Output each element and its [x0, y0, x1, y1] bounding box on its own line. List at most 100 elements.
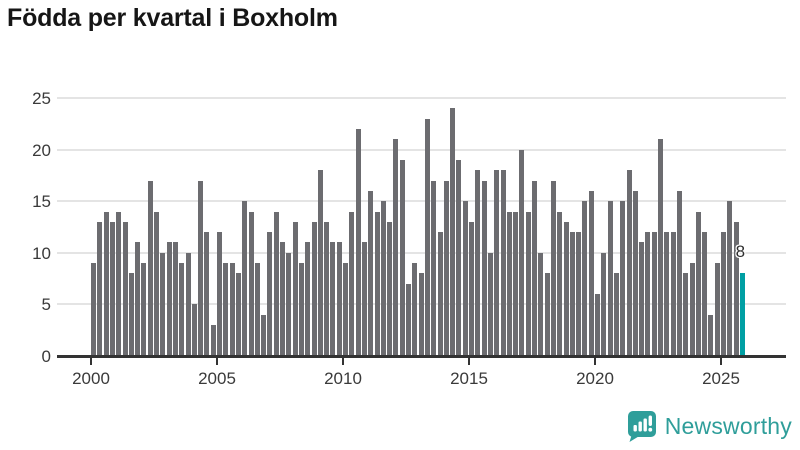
- bar: [97, 221, 103, 356]
- plot-area: 0 5 10 15 20 25 2000 2005 2010 2015 2020 2025 8: [32, 89, 786, 388]
- bar: [122, 221, 128, 356]
- bar: [462, 201, 468, 356]
- gridline: [57, 97, 786, 99]
- bar: [305, 242, 311, 356]
- bar: [361, 242, 367, 356]
- x-axis-tick: [594, 358, 596, 365]
- bar: [475, 170, 481, 356]
- bar: [399, 159, 405, 356]
- bar: [714, 263, 720, 356]
- bar: [481, 180, 487, 356]
- data-label: 8: [735, 242, 746, 262]
- x-axis-tick-label: 2005: [198, 369, 236, 388]
- bar: [676, 190, 682, 356]
- x-axis-tick: [90, 358, 92, 365]
- bar: [607, 201, 613, 356]
- bar: [456, 159, 462, 356]
- bar: [154, 211, 159, 356]
- bar: [664, 232, 670, 356]
- gridline: [57, 148, 786, 151]
- bar: [128, 273, 134, 356]
- bar: [588, 190, 594, 356]
- bar: [406, 283, 411, 356]
- bar: [324, 221, 330, 356]
- bar: [91, 263, 96, 356]
- x-axis-tick-label: 2020: [576, 369, 614, 388]
- bar: [235, 273, 241, 356]
- bar: [242, 201, 248, 356]
- bar: [695, 211, 701, 356]
- highlighted-bar: [739, 273, 745, 356]
- bar: [393, 139, 399, 356]
- bar: [569, 232, 575, 356]
- y-axis-tick-label: 25: [32, 89, 51, 108]
- chart-title: Födda per kvartal i Boxholm: [7, 4, 338, 32]
- bar: [494, 170, 500, 356]
- y-axis-tick-label: 5: [41, 295, 51, 315]
- y-axis-tick-label: 20: [32, 140, 51, 160]
- bar: [116, 211, 122, 356]
- bar: [733, 221, 739, 356]
- x-axis-line: [57, 355, 786, 358]
- bar: [506, 211, 512, 356]
- bar: [191, 304, 197, 356]
- bar: [500, 170, 506, 356]
- y-axis-tick-label: 15: [32, 192, 51, 212]
- bar: [525, 211, 531, 356]
- bar: [141, 263, 147, 356]
- bar: [670, 232, 676, 356]
- bar: [595, 294, 600, 356]
- bar: [147, 180, 153, 356]
- bar: [254, 263, 260, 356]
- bar: [286, 252, 292, 356]
- bar: [437, 232, 443, 356]
- bar: [412, 263, 418, 356]
- bar: [683, 273, 689, 356]
- bar: [626, 170, 632, 356]
- x-axis-tick: [468, 358, 470, 365]
- bar: [424, 118, 430, 356]
- bar: [380, 201, 386, 356]
- x-axis-tick-label: 2025: [702, 369, 740, 388]
- bar: [550, 180, 556, 356]
- bar: [450, 108, 456, 356]
- bar: [210, 325, 216, 356]
- bar: [109, 221, 115, 356]
- bar: [487, 252, 493, 356]
- x-axis-tick-label: 2010: [324, 369, 362, 388]
- bar: [160, 252, 166, 356]
- x-axis-tick: [216, 358, 218, 365]
- bar: [418, 273, 424, 356]
- bar: [727, 201, 733, 356]
- bar: [601, 252, 607, 356]
- bar: [651, 232, 657, 356]
- newsworthy-branding: Newsworthy: [624, 408, 792, 444]
- bar: [544, 273, 550, 356]
- bar: [330, 242, 336, 356]
- bar: [248, 211, 254, 356]
- bar: [658, 139, 663, 356]
- bar: [689, 263, 695, 356]
- bar: [261, 314, 267, 356]
- bar: [431, 180, 437, 356]
- bar: [469, 221, 474, 356]
- bar: [103, 211, 109, 356]
- bar: [198, 180, 204, 356]
- x-axis-tick: [342, 358, 344, 365]
- bar: [185, 252, 191, 356]
- bar: [519, 149, 525, 356]
- x-axis-tick-label: 2015: [450, 369, 488, 388]
- bar: [538, 252, 544, 356]
- bar: [645, 232, 651, 356]
- bar: [349, 211, 355, 356]
- bar: [267, 232, 273, 356]
- y-axis-tick-label: 10: [32, 243, 51, 263]
- newsworthy-logo-text: Newsworthy: [664, 412, 792, 439]
- bar: [582, 201, 588, 356]
- bar: [721, 232, 726, 356]
- bar: [355, 128, 361, 356]
- bar: [166, 242, 172, 356]
- bar: [639, 242, 645, 356]
- bar: [387, 221, 393, 356]
